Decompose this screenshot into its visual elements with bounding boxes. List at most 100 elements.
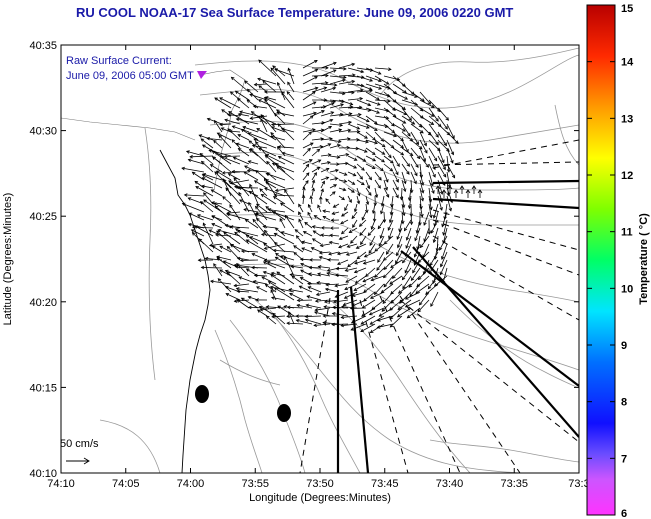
current-vector xyxy=(428,195,433,211)
current-vector xyxy=(265,172,286,181)
current-vector xyxy=(401,163,410,175)
current-vector xyxy=(329,78,346,85)
current-vector xyxy=(446,139,455,156)
current-vector xyxy=(287,81,295,93)
current-vector xyxy=(437,155,446,171)
current-vector xyxy=(284,189,295,205)
current-vector xyxy=(410,123,424,134)
current-vector xyxy=(437,163,447,178)
current-vector xyxy=(401,115,416,125)
current-vector xyxy=(347,259,358,268)
current-vector xyxy=(250,147,268,165)
current-vector xyxy=(252,104,268,109)
current-vector xyxy=(428,163,436,178)
current-vector xyxy=(437,131,447,147)
current-vector xyxy=(317,204,322,213)
current-vector xyxy=(401,123,411,137)
current-vector xyxy=(195,186,214,197)
current-vector xyxy=(410,155,419,168)
current-vector xyxy=(247,305,268,310)
colorbar-tick-label: 8 xyxy=(621,397,627,409)
current-vector xyxy=(255,203,268,213)
current-vector xyxy=(229,243,250,253)
current-vector xyxy=(302,142,314,149)
current-vector xyxy=(396,307,412,318)
current-vector xyxy=(198,134,214,141)
current-vector xyxy=(302,101,317,109)
current-vector xyxy=(219,269,232,277)
current-vector xyxy=(437,115,448,130)
current-vector xyxy=(356,123,370,129)
current-vector xyxy=(379,227,385,239)
current-vector xyxy=(311,81,329,85)
current-vector xyxy=(301,194,306,205)
current-vector xyxy=(344,283,358,291)
current-vector xyxy=(346,243,358,248)
current-vector xyxy=(410,267,421,282)
current-vector xyxy=(243,208,259,213)
current-vector xyxy=(216,230,232,245)
current-vector xyxy=(201,177,223,189)
radar-beam-dashed xyxy=(432,219,579,276)
current-vector xyxy=(234,231,250,245)
depth-contour xyxy=(144,127,156,381)
current-vector xyxy=(404,243,412,257)
current-vector xyxy=(270,274,286,285)
depth-contour xyxy=(224,214,579,303)
current-vector xyxy=(329,226,340,230)
current-vector xyxy=(374,155,385,163)
current-vector xyxy=(293,245,304,253)
current-vector xyxy=(338,79,356,85)
current-vector xyxy=(329,75,347,80)
current-vector xyxy=(428,155,436,171)
current-vector xyxy=(203,199,223,213)
current-vector xyxy=(307,211,313,221)
current-vector xyxy=(341,305,358,309)
current-vector xyxy=(211,223,223,229)
current-vector xyxy=(365,195,370,206)
x-tick-label: 74:05 xyxy=(112,478,140,490)
current-vector xyxy=(238,191,250,213)
current-vector xyxy=(320,233,331,237)
current-vector xyxy=(307,286,322,293)
current-vector xyxy=(401,179,407,193)
current-vector xyxy=(311,238,322,245)
current-vector xyxy=(365,163,376,170)
current-vector xyxy=(338,99,354,106)
current-vector xyxy=(252,218,268,237)
current-vector xyxy=(212,156,232,173)
current-vector xyxy=(419,179,425,194)
current-vector xyxy=(347,67,365,74)
current-vector xyxy=(309,258,322,262)
current-vector xyxy=(428,259,439,275)
current-vector xyxy=(319,243,331,248)
current-vector xyxy=(338,235,349,241)
current-vector xyxy=(223,154,241,159)
current-vector xyxy=(238,186,259,197)
current-vector xyxy=(331,322,349,327)
current-vector xyxy=(258,85,268,93)
current-vector xyxy=(338,120,353,125)
current-vector xyxy=(294,229,304,237)
current-vector xyxy=(334,291,349,298)
current-vector xyxy=(199,152,214,165)
current-vector xyxy=(280,231,295,237)
current-vector xyxy=(383,171,389,183)
current-vector xyxy=(374,99,391,103)
current-vector xyxy=(229,204,241,221)
current-vector xyxy=(298,211,304,221)
coastline-north xyxy=(61,117,196,141)
current-vector xyxy=(279,202,295,213)
current-vector xyxy=(222,179,241,197)
current-vector xyxy=(419,99,435,108)
scale-arrow xyxy=(66,457,90,465)
current-vector xyxy=(245,234,259,245)
current-vector xyxy=(270,132,286,149)
current-vector xyxy=(371,203,376,214)
current-vector xyxy=(344,267,358,272)
current-vector xyxy=(324,287,340,293)
depth-contour xyxy=(429,439,579,463)
current-vector xyxy=(338,62,356,69)
colorbar-tick-label: 13 xyxy=(621,113,633,125)
current-vector xyxy=(428,107,439,122)
